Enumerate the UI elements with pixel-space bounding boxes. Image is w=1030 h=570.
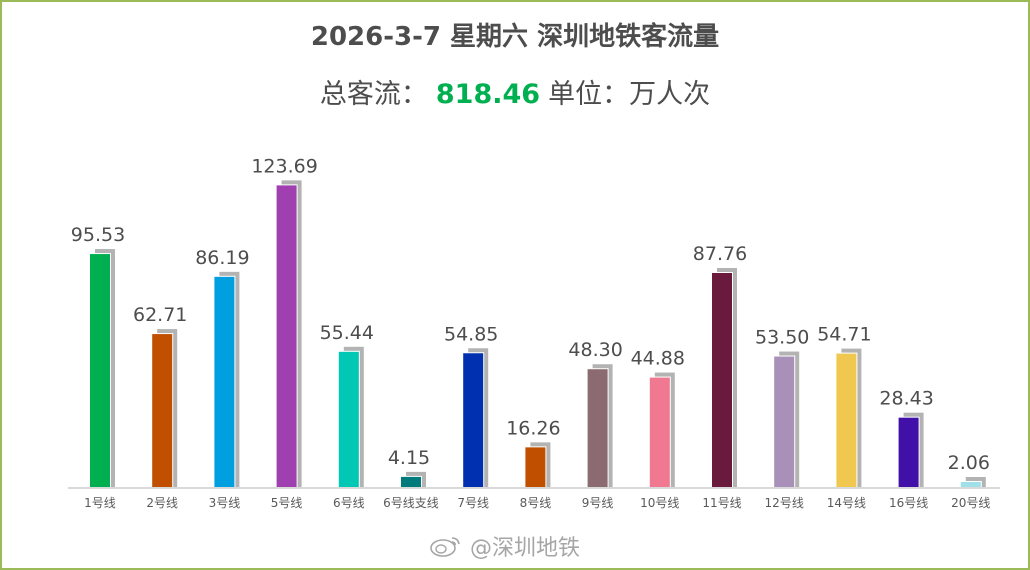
category-label: 2号线 bbox=[146, 496, 178, 510]
value-label: 123.69 bbox=[251, 155, 317, 177]
watermark: @深圳地铁 bbox=[428, 530, 580, 562]
bar-16号线 bbox=[898, 417, 919, 487]
value-label: 28.43 bbox=[879, 388, 933, 410]
value-label: 55.44 bbox=[320, 322, 374, 344]
bar-1号线 bbox=[90, 254, 110, 487]
category-label: 6号线 bbox=[333, 496, 365, 510]
value-label: 54.71 bbox=[817, 324, 871, 346]
bar-12号线 bbox=[774, 356, 795, 487]
weibo-icon bbox=[430, 537, 460, 557]
category-label: 1号线 bbox=[84, 496, 116, 510]
category-label: 12号线 bbox=[765, 496, 804, 510]
value-label: 2.06 bbox=[948, 452, 990, 474]
chart-subtitle: 总客流： 818.46 单位：万人次 bbox=[0, 72, 1030, 111]
category-label: 20号线 bbox=[951, 496, 990, 510]
value-label: 48.30 bbox=[568, 339, 622, 361]
bar-3号线 bbox=[214, 276, 235, 487]
category-label: 16号线 bbox=[889, 496, 928, 510]
bar-6号线 bbox=[338, 351, 359, 487]
bar-5号线 bbox=[276, 185, 297, 487]
category-label: 8号线 bbox=[520, 496, 552, 510]
total-label: 总客流： bbox=[319, 79, 428, 110]
total-value: 818.46 bbox=[435, 79, 541, 110]
value-label: 4.15 bbox=[388, 447, 430, 469]
bar-11号线 bbox=[712, 273, 732, 487]
category-label: 7号线 bbox=[457, 496, 489, 510]
category-label: 11号线 bbox=[702, 496, 741, 510]
value-label: 54.85 bbox=[444, 323, 498, 345]
chart-title: 2026-3-7 星期六 深圳地铁客流量 bbox=[310, 22, 720, 52]
unit-label: 单位：万人次 bbox=[548, 79, 711, 110]
value-label: 62.71 bbox=[133, 304, 187, 326]
category-label: 6号线支线 bbox=[383, 496, 439, 510]
bar-10号线 bbox=[649, 377, 670, 487]
bar-2号线 bbox=[152, 334, 173, 487]
value-label: 16.26 bbox=[506, 417, 560, 439]
category-label: 14号线 bbox=[827, 496, 866, 510]
category-label: 10号线 bbox=[640, 496, 679, 510]
value-label: 86.19 bbox=[195, 247, 249, 269]
bar-9号线 bbox=[587, 369, 608, 487]
bar-6号线支线 bbox=[401, 476, 421, 487]
category-label: 5号线 bbox=[271, 496, 303, 510]
value-label: 53.50 bbox=[755, 327, 809, 349]
watermark-text: @深圳地铁 bbox=[470, 536, 581, 561]
category-label: 3号线 bbox=[209, 496, 241, 510]
value-label: 44.88 bbox=[631, 348, 685, 370]
bar-20号线 bbox=[960, 481, 981, 487]
value-label: 95.53 bbox=[71, 224, 125, 246]
value-label: 87.76 bbox=[693, 243, 747, 265]
bar-7号线 bbox=[463, 353, 484, 487]
bar-14号线 bbox=[836, 353, 857, 487]
bar-8号线 bbox=[525, 447, 546, 487]
category-label: 9号线 bbox=[582, 496, 614, 510]
